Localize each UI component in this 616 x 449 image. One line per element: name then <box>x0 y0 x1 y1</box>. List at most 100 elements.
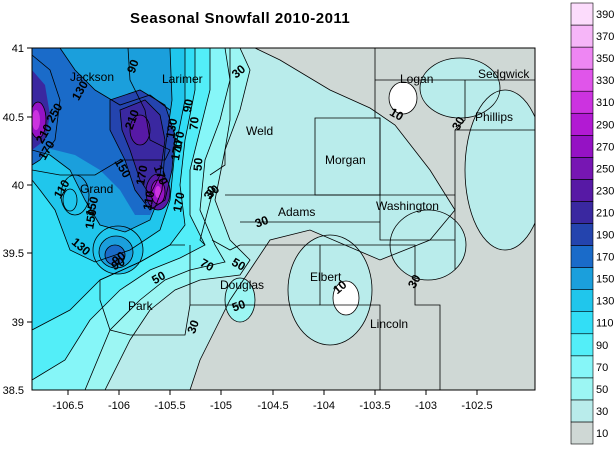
county-label-morgan: Morgan <box>325 153 366 167</box>
contour-fill-layer <box>32 48 535 390</box>
contour-label: 110 <box>140 189 157 211</box>
legend-label: 210 <box>596 207 614 219</box>
contour-label: 70 <box>198 256 217 275</box>
legend-swatch <box>570 333 594 357</box>
county-label-logan: Logan <box>400 72 433 86</box>
legend-label: 70 <box>596 362 608 374</box>
legend-label: 50 <box>596 384 608 396</box>
contour-label: 50 <box>190 157 205 172</box>
contour-label: 170 <box>133 164 150 186</box>
x-tick-label: -104.5 <box>257 400 288 412</box>
map-title: Seasonal Snowfall 2010-2011 <box>130 10 351 27</box>
contour-label: 150 <box>83 195 102 218</box>
legend-swatch <box>570 112 594 136</box>
legend-label: 30 <box>596 406 608 418</box>
contour-label: 170 <box>168 139 185 161</box>
legend-label: 90 <box>596 340 608 352</box>
county-label-lincoln: Lincoln <box>370 317 408 331</box>
plot-frame <box>31 47 536 391</box>
county-label-douglas: Douglas <box>220 278 264 292</box>
y-tick-label: 38.5 <box>3 385 24 397</box>
legend-label: 330 <box>596 75 614 87</box>
legend-swatch <box>570 46 594 70</box>
tick-marks <box>27 47 478 395</box>
x-tick-label: -103.5 <box>359 400 390 412</box>
legend-swatch <box>570 135 594 158</box>
contour-label: 30 <box>184 318 202 336</box>
county-label-grand: Grand <box>80 182 113 196</box>
x-axis-labels: -106.5 -106 -105.5 -105 -104.5 -104 -103… <box>52 400 492 412</box>
legend-label: 270 <box>596 141 614 153</box>
legend-swatch <box>570 421 594 445</box>
x-tick-label: -106.5 <box>52 400 83 412</box>
legend-swatch <box>570 90 594 114</box>
county-label-adams: Adams <box>278 205 315 219</box>
county-labels: Jackson Larimer Logan Sedgwick Phillips … <box>70 67 530 331</box>
y-tick-label: 39 <box>12 317 24 329</box>
legend-label: 290 <box>596 119 614 131</box>
legend-label: 390 <box>596 9 614 21</box>
county-label-washington: Washington <box>376 199 439 213</box>
county-label-elbert: Elbert <box>310 270 342 284</box>
y-tick-label: 40 <box>12 180 24 192</box>
legend-swatch <box>570 201 594 224</box>
x-tick-label: -105.5 <box>154 400 185 412</box>
contour-label: 90 <box>109 254 128 273</box>
contour-label: 30 <box>449 114 468 133</box>
contour-label: 90 <box>180 98 196 114</box>
legend-swatch <box>570 355 594 379</box>
legend-swatch <box>570 399 594 423</box>
y-axis-labels: 41 40.5 40 39.5 39 38.5 <box>3 43 24 397</box>
legend-label: 150 <box>596 274 614 286</box>
legend-label: 230 <box>596 185 614 197</box>
contour-label: 30 <box>201 183 220 202</box>
legend-swatch <box>570 223 594 246</box>
legend-swatch <box>570 289 594 312</box>
x-tick-label: -104 <box>313 400 335 412</box>
legend-label: 170 <box>596 252 614 264</box>
county-label-weld: Weld <box>246 124 273 138</box>
legend-label: 370 <box>596 31 614 43</box>
contour-label: 30 <box>253 213 271 231</box>
contour-label: 10 <box>387 105 406 124</box>
legend-label: 130 <box>596 296 614 308</box>
contour-lines <box>32 48 535 390</box>
county-label-phillips: Phillips <box>475 110 513 124</box>
legend-label: 10 <box>596 428 608 440</box>
legend-swatch <box>570 311 594 335</box>
contour-label: 150 <box>82 208 99 230</box>
legend-swatch <box>570 2 594 26</box>
legend-swatch <box>570 157 594 180</box>
contour-label: 170 <box>151 163 171 187</box>
contour-label: 210 <box>122 107 142 131</box>
contour-label: 170 <box>170 130 187 152</box>
legend-swatch <box>570 245 594 268</box>
contour-label: 50 <box>149 268 168 287</box>
county-label-jackson: Jackson <box>70 70 114 84</box>
legend-label: 190 <box>596 230 614 242</box>
legend-swatch <box>570 68 594 92</box>
contour-label: 50 <box>230 297 248 315</box>
contour-label: 170 <box>170 191 187 213</box>
contour-label: 90 <box>124 57 142 75</box>
legend-swatch <box>570 377 594 401</box>
contour-label: 30 <box>405 272 424 291</box>
x-tick-label: -105 <box>210 400 232 412</box>
legend-swatch <box>570 267 594 290</box>
x-tick-label: -106 <box>108 400 130 412</box>
county-label-sedgwick: Sedgwick <box>478 67 530 81</box>
y-tick-label: 39.5 <box>3 248 24 260</box>
contour-label: 70 <box>187 116 202 131</box>
county-label-larimer: Larimer <box>162 72 203 86</box>
legend-label: 310 <box>596 97 614 109</box>
contour-label: 130 <box>163 117 180 139</box>
legend-label: 350 <box>596 53 614 65</box>
legend-label: 110 <box>596 318 614 330</box>
legend-swatch <box>570 24 594 48</box>
y-tick-label: 41 <box>12 43 24 55</box>
county-label-park: Park <box>128 299 154 313</box>
x-tick-label: -102.5 <box>461 400 492 412</box>
legend-colorbar: 10 30 50 70 90 110 130 150 170 190 210 230 250 270 290… <box>570 2 614 445</box>
y-tick-label: 40.5 <box>3 112 24 124</box>
